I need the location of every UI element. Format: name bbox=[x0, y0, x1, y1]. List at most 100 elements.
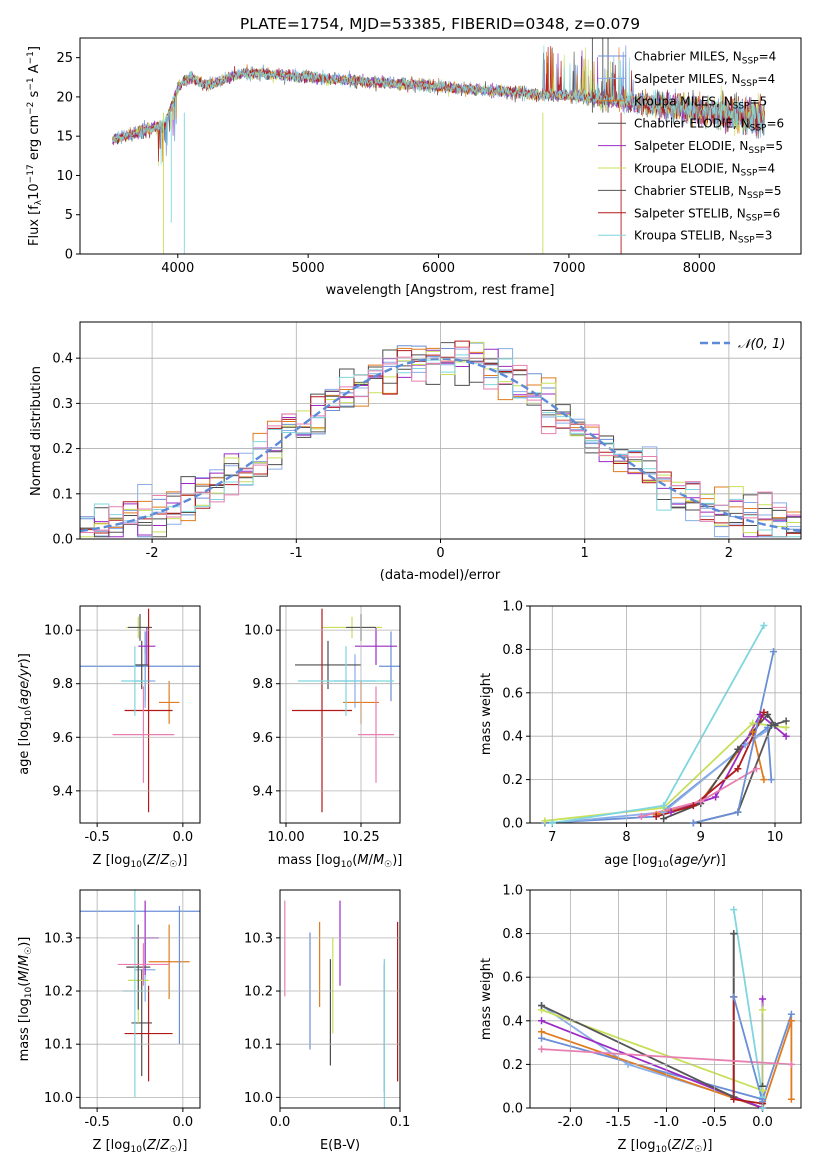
label-part: / bbox=[369, 853, 374, 868]
x-tick-label: 0.0 bbox=[173, 1115, 194, 1130]
y-tick-label: 9.8 bbox=[252, 677, 273, 692]
label-part: age [log bbox=[604, 853, 657, 868]
label-part: Z bbox=[159, 853, 170, 868]
label-part: M bbox=[357, 853, 368, 868]
label-part: ( bbox=[17, 705, 32, 710]
weight-series-line bbox=[732, 909, 764, 1108]
weight-point-marker bbox=[734, 745, 742, 753]
weight-point-marker bbox=[538, 1045, 546, 1053]
weight-point-marker bbox=[730, 906, 738, 914]
legend-label: Chabrier STELIB, NSSP=5 bbox=[634, 184, 782, 201]
y-tick-label: 0.4 bbox=[502, 730, 523, 745]
axes-frame bbox=[79, 37, 802, 255]
x-tick-label: -1 bbox=[290, 546, 303, 561]
spectrum-series-line bbox=[112, 45, 765, 165]
axes-frame bbox=[79, 605, 201, 824]
weight-point-marker bbox=[767, 776, 775, 784]
x-tick-label: -2.0 bbox=[558, 1115, 583, 1130]
y-tick-label: 10.0 bbox=[244, 1091, 273, 1106]
label-part: Salpeter ELODIE, N bbox=[634, 139, 748, 153]
weight-series-line bbox=[552, 724, 776, 823]
weight-point-marker bbox=[697, 797, 705, 805]
x-tick-label: -1.5 bbox=[606, 1115, 631, 1130]
weight-point-marker bbox=[782, 732, 790, 740]
y-tick-label: 1.0 bbox=[502, 884, 523, 899]
x-tick-label: -0.5 bbox=[84, 1115, 109, 1130]
ageMass-xlabel: mass [log10(M/M☉)] bbox=[278, 853, 403, 870]
y-tick-label: 0.2 bbox=[52, 442, 73, 457]
weight-point-marker bbox=[759, 1006, 767, 1014]
label-part: ☉ bbox=[694, 1145, 702, 1155]
label-part: 10 bbox=[341, 860, 353, 870]
weight-point-marker bbox=[660, 815, 668, 823]
panel-age-vs-Z: -0.5 0.09.49.69.810.0Z [log10(Z/Z☉)]age [… bbox=[17, 605, 201, 870]
panel-massweight-vs-Z: -2.0 -1.5 -1.0 -0.5 0.0 0.0 0.2 0.4 0.6 0.8 1.0 Z [… bbox=[479, 884, 802, 1155]
y-tick-label: 20 bbox=[56, 90, 73, 105]
weight-point-marker bbox=[767, 721, 775, 729]
x-tick-label: 0 bbox=[436, 546, 444, 561]
x-tick-label: 7 bbox=[548, 830, 556, 845]
label-part: Chabrier STELIB, N bbox=[634, 184, 747, 198]
label-part: SSP bbox=[748, 146, 765, 156]
label-part: =4 bbox=[757, 162, 775, 176]
label-part: Kroupa STELIB, N bbox=[634, 229, 738, 243]
legend-label: Salpeter STELIB, NSSP=6 bbox=[634, 206, 780, 223]
label-part: =5 bbox=[765, 139, 783, 153]
label-part: ( bbox=[667, 1138, 672, 1153]
axes-frame bbox=[529, 889, 802, 1109]
label-part: 10 bbox=[27, 183, 42, 200]
label-part: Flux [f bbox=[27, 205, 42, 246]
legend-label: Salpeter MILES, NSSP=4 bbox=[634, 72, 775, 89]
y-tick-label: 0.4 bbox=[502, 1014, 523, 1029]
legend-label: Kroupa MILES, NSSP=5 bbox=[634, 94, 767, 111]
panel-mass-vs-Z: -0.5 0.010.010.110.210.3Z [log10(Z/Z☉)]ma… bbox=[17, 889, 201, 1155]
x-tick-label: 5000 bbox=[292, 261, 325, 276]
spectrum-legend: Chabrier MILES, N SSP =4 Salpeter MILES, NS… bbox=[598, 50, 784, 246]
y-tick-label: 10.0 bbox=[44, 1091, 73, 1106]
label-part: =6 bbox=[763, 206, 781, 220]
weight-point-marker bbox=[760, 776, 768, 784]
hist-series-step bbox=[80, 354, 801, 539]
weight-series-line bbox=[655, 711, 765, 818]
label-part: )] bbox=[716, 853, 726, 868]
label-part: Z bbox=[146, 1138, 157, 1153]
label-part: / bbox=[681, 1138, 686, 1153]
label-part: 10 bbox=[657, 860, 669, 870]
x-tick-label: -0.5 bbox=[84, 830, 109, 845]
weight-point-marker bbox=[749, 719, 757, 727]
weight-point-marker bbox=[689, 802, 697, 810]
weightAge-xlabel: age [log10(age/yr)] bbox=[604, 853, 726, 870]
weight-point-marker bbox=[689, 819, 697, 827]
x-tick-label: -1.0 bbox=[654, 1115, 679, 1130]
label-part: age/yr bbox=[674, 853, 717, 868]
plot-area bbox=[284, 900, 399, 1108]
panel-residual-histogram: -2 -1 0 1 2 0.0 0.1 0.2 0.3 0.4 (data-model)/error… bbox=[29, 321, 802, 583]
massZ-xlabel: Z [log10(Z/Z☉)] bbox=[93, 1138, 188, 1155]
label-part: =6 bbox=[766, 117, 784, 131]
label-part: / bbox=[17, 965, 32, 970]
y-tick-label: 10 bbox=[56, 169, 73, 184]
label-part: erg cm bbox=[27, 115, 42, 164]
hist-legend-label: 𝒩(0, 1) bbox=[738, 337, 785, 352]
weight-point-marker bbox=[787, 1095, 795, 1103]
label-part: Z [log bbox=[618, 1138, 656, 1153]
weight-point-marker bbox=[749, 728, 757, 736]
label-part: =5 bbox=[764, 184, 782, 198]
label-part: =4 bbox=[759, 50, 777, 64]
weight-point-marker bbox=[787, 1060, 795, 1068]
label-part: ( bbox=[142, 853, 147, 868]
label-part: Chabrier MILES, N bbox=[634, 50, 742, 64]
weight-point-marker bbox=[759, 1087, 767, 1095]
weight-point-marker bbox=[541, 817, 549, 825]
label-part: −1 bbox=[26, 51, 36, 64]
massEbv-xlabel: E(B-V) bbox=[320, 1138, 360, 1153]
weight-point-marker bbox=[787, 1017, 795, 1025]
weightZ-ylabel: mass weight bbox=[479, 958, 494, 1040]
label-part: ( bbox=[17, 982, 32, 987]
ageZ-ylabel: age [log10(age/yr)] bbox=[17, 653, 34, 775]
label-part: SSP bbox=[747, 191, 764, 201]
plot-area bbox=[112, 38, 765, 254]
label-part: / bbox=[156, 853, 161, 868]
label-part: M bbox=[17, 955, 32, 966]
